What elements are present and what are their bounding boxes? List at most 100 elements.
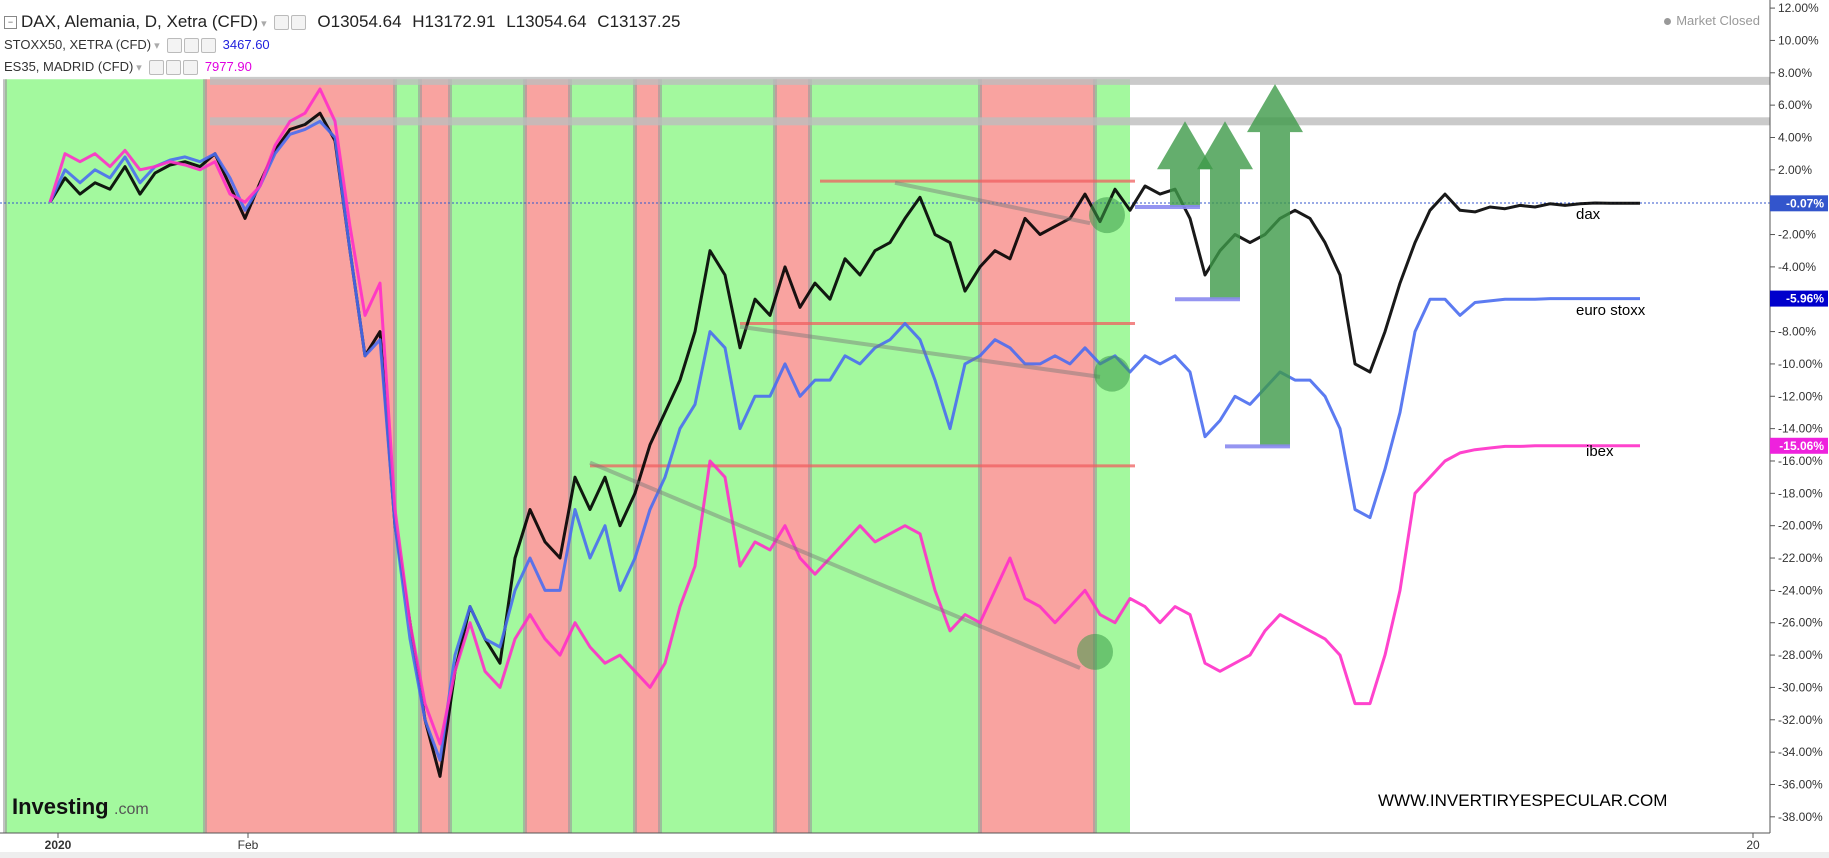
y-tick-label: 4.00% (1778, 130, 1812, 144)
compare1-value: 3467.60 (222, 37, 270, 52)
market-status: Market Closed (1664, 13, 1760, 28)
eye-icon[interactable] (148, 60, 164, 76)
y-tick-label: 10.00% (1778, 33, 1819, 47)
y-tick-label: -30.00% (1778, 680, 1823, 694)
y-tick-label: -2.00% (1778, 228, 1816, 242)
series-line-ibex (48, 87, 1640, 746)
y-tick-label: -16.00% (1778, 454, 1823, 468)
close-label: C (597, 12, 610, 31)
trend-lines (589, 180, 1101, 670)
gear-icon[interactable] (165, 60, 181, 76)
status-dot-icon (1664, 18, 1672, 26)
series-layer (48, 87, 1640, 778)
high-value: 13172.91 (424, 12, 496, 31)
zone-red-9 (775, 79, 810, 834)
compare2-value: 7977.90 (204, 59, 252, 74)
up-arrow-1 (1197, 121, 1253, 300)
y-tick-label: -32.00% (1778, 713, 1823, 727)
dax-annotation: dax (1576, 206, 1601, 223)
close-icon[interactable] (182, 60, 198, 76)
y-tick-label: 6.00% (1778, 98, 1812, 112)
arrows-layer (1135, 84, 1303, 449)
x-tick-label: 20 (1746, 838, 1760, 852)
investing-logo: Investing .com (12, 794, 149, 819)
up-arrow-0 (1157, 121, 1213, 208)
highlight-circle-1 (1094, 355, 1130, 392)
trend-line-0 (894, 180, 1091, 226)
high-label: H (412, 12, 425, 31)
compare1-legend[interactable]: STOXX50, XETRA (CFD) ▾ 3467.60 (4, 37, 270, 54)
y-tick-label: -20.00% (1778, 519, 1823, 533)
low-label: L (506, 12, 516, 31)
y-tick-label: 2.00% (1778, 163, 1812, 177)
y-tick-label: -10.00% (1778, 357, 1823, 371)
close-icon[interactable] (200, 38, 216, 54)
zone-red-5 (525, 79, 570, 834)
main-symbol-legend[interactable]: − DAX, Alemania, D, Xetra (CFD) ▾ O13054.6… (4, 12, 680, 32)
badge-ibex (1770, 437, 1828, 454)
x-tick-label: Feb (238, 838, 259, 852)
y-tick-label: -36.00% (1778, 777, 1823, 791)
resistance-bands (210, 76, 1770, 126)
zone-green-8 (660, 79, 775, 834)
low-value: 13054.64 (515, 12, 587, 31)
badge-label-dax: -0.07% (1786, 196, 1824, 210)
up-arrow-2 (1247, 84, 1303, 447)
y-tick-label: -26.00% (1778, 616, 1823, 630)
logo-suffix: .com (114, 801, 149, 818)
y-tick-label: 12.00% (1778, 1, 1819, 15)
x-tick-label: 2020 (45, 838, 72, 852)
chevron-down-icon[interactable]: ▾ (261, 18, 267, 30)
market-status-text: Market Closed (1676, 13, 1760, 28)
y-tick-label: -28.00% (1778, 648, 1823, 662)
eye-icon[interactable] (273, 15, 289, 31)
highlight-circle-0 (1089, 197, 1125, 234)
y-tick-label: -34.00% (1778, 745, 1823, 759)
open-value: 13054.64 (330, 12, 402, 31)
logo-text: Investing (12, 794, 109, 819)
y-tick-label: -38.00% (1778, 810, 1823, 824)
badge-euro-stoxx (1770, 290, 1828, 307)
gear-icon[interactable] (290, 15, 306, 31)
highlight-circles (1077, 197, 1130, 670)
zone-green-6 (570, 79, 635, 834)
y-tick-label: -22.00% (1778, 551, 1823, 565)
ibex-annotation: ibex (1586, 443, 1614, 460)
compare2-legend[interactable]: ES35, MADRID (CFD) ▾ 7977.90 (4, 59, 252, 76)
price-axis-bg[interactable] (1770, 0, 1829, 858)
zone-red-11 (980, 79, 1095, 834)
price-axis-ticks: 12.00% 10.00% 8.00% 6.00% 4.00% 2.00% -2.00% -4… (1770, 1, 1823, 824)
open-label: O (317, 12, 331, 31)
y-tick-label: -8.00% (1778, 325, 1816, 339)
trend-line-2 (589, 460, 1081, 670)
series-line-dax (48, 111, 1640, 778)
y-tick-label: 8.00% (1778, 66, 1812, 80)
chevron-down-icon[interactable]: ▾ (154, 40, 160, 52)
support-lines (590, 179, 1135, 468)
eye-icon[interactable] (166, 38, 182, 54)
highlight-circle-2 (1077, 633, 1113, 670)
zone-green-2 (395, 79, 420, 834)
chevron-down-icon[interactable]: ▾ (136, 62, 142, 74)
zone-green-10 (810, 79, 980, 834)
y-tick-label: -4.00% (1778, 260, 1816, 274)
compare2-symbol: ES35, MADRID (CFD) (4, 59, 134, 74)
eurostoxx-annotation: euro stoxx (1576, 302, 1646, 319)
bottom-scrollbar[interactable] (0, 852, 1829, 858)
minus-box-icon[interactable]: − (4, 16, 17, 30)
y-tick-label: -18.00% (1778, 486, 1823, 500)
close-value: 13137.25 (609, 12, 681, 31)
badge-label-euro-stoxx: -5.96% (1786, 292, 1824, 306)
zone-green-0 (5, 79, 205, 834)
badge-label-ibex: -15.06% (1779, 439, 1824, 453)
resistance-band-1 (210, 117, 1770, 126)
y-tick-label: -14.00% (1778, 422, 1823, 436)
time-axis-ticks: 2020 Feb 20 (45, 833, 1760, 852)
compare1-symbol: STOXX50, XETRA (CFD) (4, 37, 152, 52)
zone-red-1 (205, 79, 395, 834)
series-line-euro-stoxx (48, 119, 1640, 762)
gear-icon[interactable] (183, 38, 199, 54)
last-value-badges: -0.07% -5.96% -15.06% (1770, 195, 1828, 454)
zones-layer (3, 79, 1130, 834)
